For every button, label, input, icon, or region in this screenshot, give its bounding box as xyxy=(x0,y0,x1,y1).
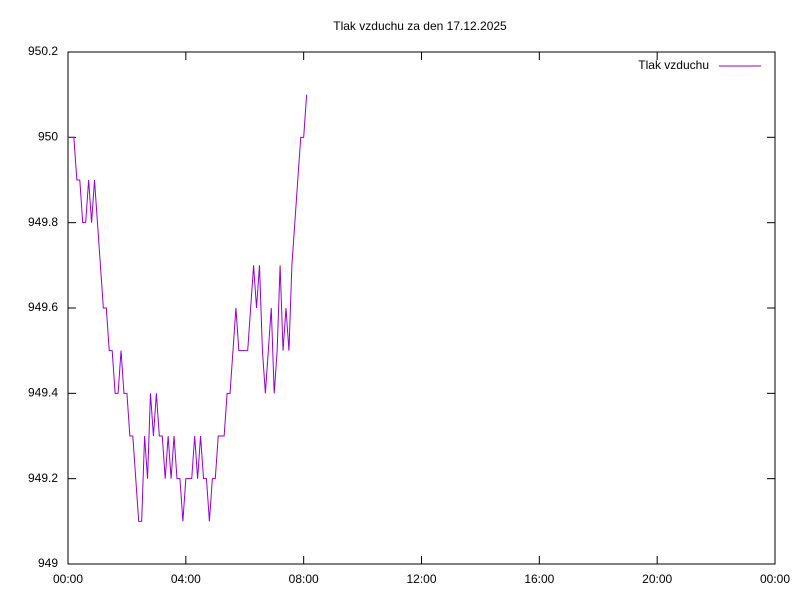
chart-title: Tlak vzduchu za den 17.12.2025 xyxy=(333,19,507,33)
y-tick-label: 949.4 xyxy=(28,386,58,400)
legend-label: Tlak vzduchu xyxy=(638,58,709,72)
y-tick-label: 949.6 xyxy=(28,300,58,314)
x-tick-label: 08:00 xyxy=(289,572,319,586)
x-tick-label: 12:00 xyxy=(406,572,436,586)
data-line xyxy=(68,94,308,522)
x-tick-label: 20:00 xyxy=(642,572,672,586)
y-tick-label: 950 xyxy=(38,130,58,144)
y-tick-label: 949.8 xyxy=(28,215,58,229)
x-tick-label: 00:00 xyxy=(760,572,790,586)
y-tick-label: 949.2 xyxy=(28,471,58,485)
y-tick-label: 950.2 xyxy=(28,44,58,58)
y-tick-label: 949 xyxy=(38,556,58,570)
x-tick-label: 00:00 xyxy=(53,572,83,586)
x-tick-label: 04:00 xyxy=(171,572,201,586)
x-tick-label: 16:00 xyxy=(524,572,554,586)
